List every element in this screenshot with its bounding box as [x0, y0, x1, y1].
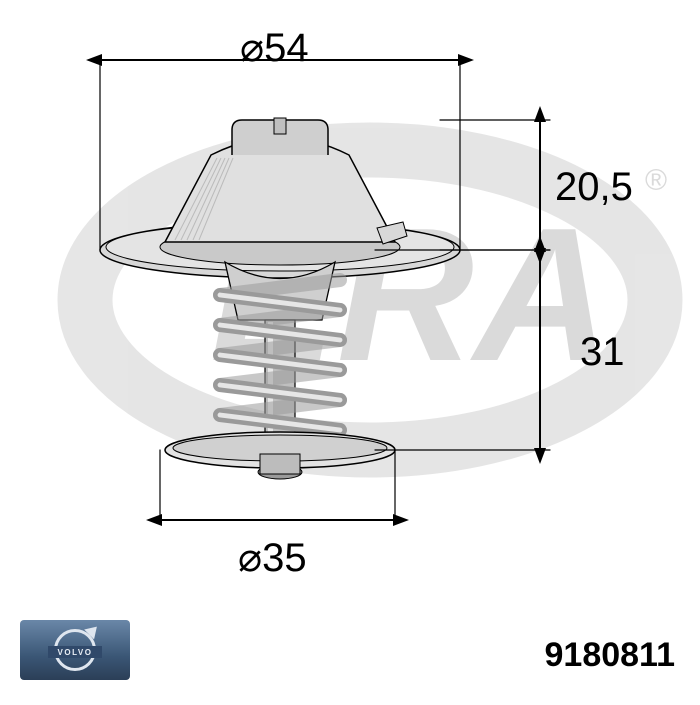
volvo-wordmark: VOLVO	[48, 646, 102, 658]
volvo-logo: VOLVO	[54, 629, 96, 671]
dim-top-diameter: ⌀54	[240, 25, 309, 71]
volvo-badge: VOLVO	[20, 620, 130, 680]
part-number: 9180811	[545, 636, 676, 675]
svg-text:®: ®	[645, 164, 667, 197]
dim-lower-height: 31	[580, 330, 625, 375]
dim-upper-height: 20,5	[555, 165, 633, 210]
dim-bottom-diameter: ⌀35	[238, 535, 307, 581]
